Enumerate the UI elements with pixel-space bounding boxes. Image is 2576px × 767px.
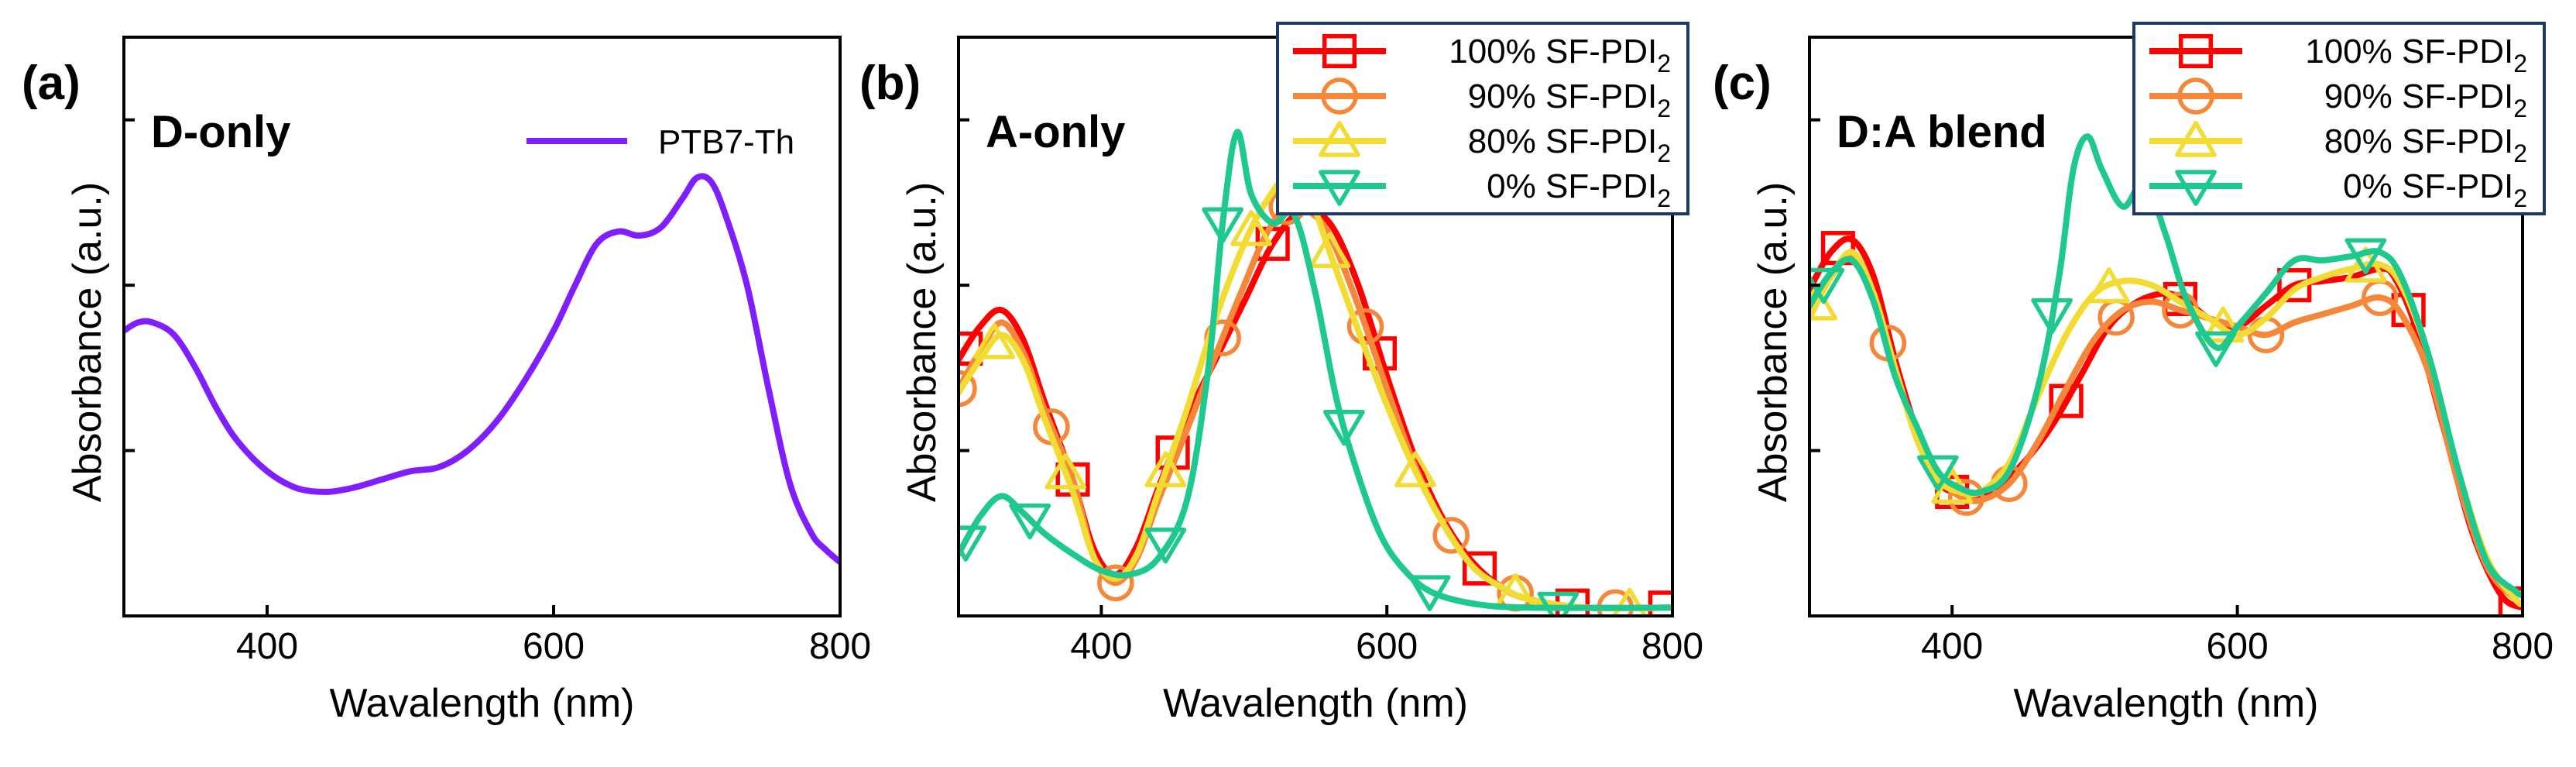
legend-box <box>1276 22 1689 215</box>
plot-area <box>124 173 840 566</box>
data-point-0-sf-pdi2 <box>1202 207 1244 243</box>
data-point-0-sf-pdi2 <box>1009 503 1051 540</box>
x-tick-label: 600 <box>523 626 585 667</box>
data-point-90-sf-pdi2 <box>1432 517 1470 554</box>
data-point-80-sf-pdi2 <box>1309 232 1351 269</box>
inset-title: D-only <box>151 107 290 157</box>
y-axis-title: Absorbance (a.u.) <box>65 182 110 502</box>
series-line-ptb7-th <box>124 173 840 566</box>
data-point-0-sf-pdi2 <box>1408 575 1451 611</box>
data-point-0-sf-pdi2 <box>1916 455 1959 492</box>
data-point-80-sf-pdi2 <box>973 322 1015 359</box>
inset-title: A-only <box>986 107 1125 157</box>
plot-area <box>959 129 1672 616</box>
legend-marker <box>2177 77 2214 115</box>
legend-marker <box>1319 121 1360 157</box>
data-point-100-sf-pdi2 <box>2277 268 2312 303</box>
x-tick-label: 400 <box>236 626 298 667</box>
legend-marker <box>2175 121 2217 157</box>
data-point-0-sf-pdi2 <box>959 525 987 562</box>
data-point-0-sf-pdi2 <box>2031 298 2073 335</box>
legend-label: 80% SF-PDI2 <box>1468 122 1671 167</box>
x-axis-title: Wavalength (nm) <box>1163 681 1468 726</box>
legend-label: PTB7-Th <box>658 123 794 161</box>
x-tick-label: 800 <box>1641 626 1703 667</box>
data-point-0-sf-pdi2 <box>1144 528 1187 564</box>
series-ptb7-th <box>124 173 840 566</box>
x-tick-label: 400 <box>1070 626 1132 667</box>
panel-label: (c) <box>1713 57 1772 110</box>
data-point-80-sf-pdi2 <box>2087 267 2130 304</box>
data-point-80-sf-pdi2 <box>2202 306 2245 343</box>
series-line-80-sf-pdi2 <box>959 174 1672 612</box>
x-axis-title: Wavalength (nm) <box>330 681 635 726</box>
inset-title: D:A blend <box>1837 107 2047 157</box>
legend-label: 100% SF-PDI2 <box>2305 33 2527 77</box>
legend-label: 80% SF-PDI2 <box>2324 122 2527 167</box>
legend: PTB7-Th <box>527 123 794 161</box>
data-point-0-sf-pdi2 <box>2344 238 2387 274</box>
legend-marker <box>1321 77 1358 115</box>
x-tick-label: 600 <box>2207 626 2269 667</box>
legend-label: 0% SF-PDI2 <box>1487 167 1671 212</box>
legend-marker <box>2178 33 2214 69</box>
data-point-90-sf-pdi2 <box>1947 479 1985 516</box>
panel-label: (b) <box>859 57 921 110</box>
data-point-80-sf-pdi2 <box>1230 210 1272 246</box>
x-axis-title: Wavalength (nm) <box>2014 681 2319 726</box>
data-point-80-sf-pdi2 <box>1144 451 1187 487</box>
panel-b: 400 600 800 Wavalength (nm) Absorbance (a.u.… <box>859 22 1703 726</box>
legend-label: 90% SF-PDI2 <box>2324 77 2527 122</box>
panel-label: (a) <box>22 57 81 110</box>
x-tick-label: 800 <box>809 626 871 667</box>
legend-marker <box>1319 170 1360 206</box>
legend-marker <box>2175 170 2217 206</box>
series-line-0-sf-pdi2 <box>959 129 1672 611</box>
panel-c: 400 600 800 Wavalength (nm) Absorbance (a.u.… <box>1713 22 2554 726</box>
data-point-80-sf-pdi2 <box>2344 246 2387 283</box>
data-point-80-sf-pdi2 <box>1044 453 1087 490</box>
x-tick-label: 400 <box>1921 626 1983 667</box>
x-tick-label: 800 <box>2492 626 2554 667</box>
legend-marker <box>1322 33 1357 69</box>
axes-frame <box>122 36 842 617</box>
data-point-80-sf-pdi2 <box>1809 284 1838 321</box>
legend-label: 90% SF-PDI2 <box>1468 77 1671 122</box>
legend-label: 0% SF-PDI2 <box>2343 167 2527 212</box>
series-80-sf-pdi2 <box>959 174 1672 616</box>
x-tick-label: 600 <box>1356 626 1418 667</box>
data-point-100-sf-pdi2 <box>1462 551 1497 586</box>
data-point-0-sf-pdi2 <box>1322 409 1365 446</box>
panel-a: 400 600 800 Wavalength (nm) Absorbance (a.u.… <box>22 36 871 726</box>
data-point-0-sf-pdi2 <box>1537 591 1580 616</box>
series-100-sf-pdi2 <box>959 206 1672 616</box>
y-axis-title: Absorbance (a.u.) <box>900 182 945 502</box>
legend-label: 100% SF-PDI2 <box>1449 33 1671 77</box>
data-point-0-sf-pdi2 <box>2195 331 2237 368</box>
data-point-90-sf-pdi2 <box>959 370 977 408</box>
legend-box <box>2132 22 2546 215</box>
data-point-80-sf-pdi2 <box>1394 451 1436 487</box>
data-point-90-sf-pdi2 <box>1097 564 1134 602</box>
series-0-sf-pdi2 <box>959 129 1672 616</box>
y-axis-title: Absorbance (a.u.) <box>1751 182 1796 502</box>
